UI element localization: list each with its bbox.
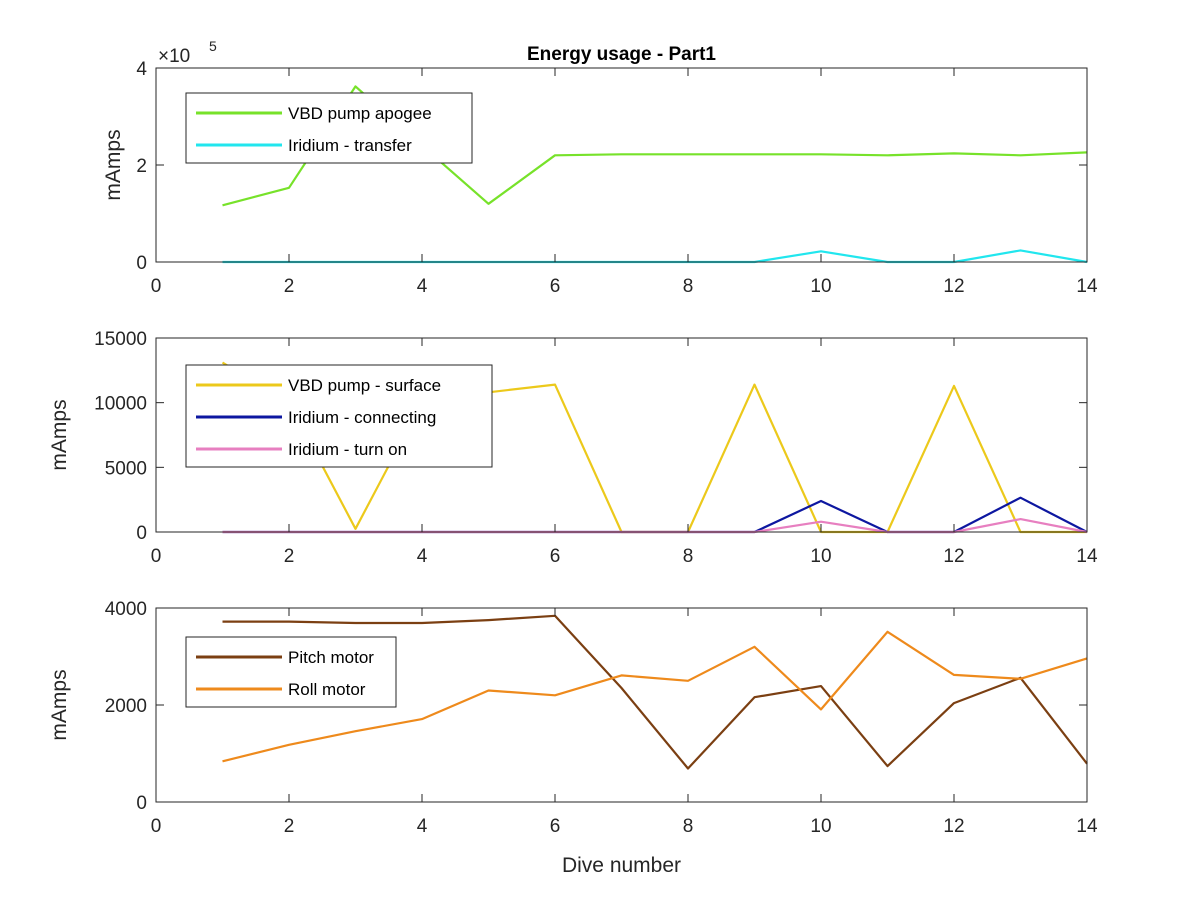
y-tick-label: 0 [136, 523, 147, 544]
x-tick-label: 2 [284, 816, 295, 837]
y-axis-label: mAmps [48, 669, 71, 740]
legend-label-2: Iridium - transfer [288, 136, 412, 155]
x-tick-label: 6 [550, 816, 561, 837]
y-tick-label: 5000 [105, 458, 147, 479]
legend: VBD pump - surface Iridium - connecting Ir… [185, 364, 493, 468]
y-tick-label: 10000 [94, 394, 147, 415]
legend: VBD pump apogee Iridium - transfer [185, 92, 473, 164]
series-line-2 [222, 630, 1088, 763]
x-tick-label: 4 [417, 546, 428, 567]
x-tick-label: 14 [1076, 816, 1098, 837]
x-tick-label: 12 [943, 276, 964, 297]
y-axis-label: mAmps [102, 129, 125, 200]
x-tick-label: 4 [417, 276, 428, 297]
legend-label-1: VBD pump apogee [288, 104, 432, 123]
x-tick-label: 6 [550, 546, 561, 567]
x-axis-label: Dive number [562, 854, 681, 877]
x-tick-label: 10 [810, 546, 831, 567]
y-tick-label: 0 [136, 793, 147, 814]
y-exponent-label: ×10 [158, 46, 190, 67]
x-tick-label: 0 [151, 546, 162, 567]
series-line-1 [222, 614, 1088, 770]
y-exponent-power: 5 [209, 38, 217, 54]
y-tick-label: 15000 [94, 329, 147, 350]
legend-box [185, 92, 473, 164]
legend-label-3: Iridium - turn on [288, 440, 407, 459]
x-tick-label: 8 [683, 546, 694, 567]
legend: Pitch motor Roll motor [185, 636, 397, 708]
y-axis-label: mAmps [48, 399, 71, 470]
x-tick-label: 2 [284, 546, 295, 567]
y-tick-label: 4000 [105, 599, 147, 620]
x-tick-label: 10 [810, 276, 831, 297]
chart-title: Energy usage - Part1 [527, 44, 716, 65]
x-tick-label: 14 [1076, 546, 1098, 567]
axes-box [155, 337, 1088, 533]
legend-box [185, 636, 397, 708]
y-tick-label: 4 [136, 59, 147, 80]
x-tick-label: 12 [943, 546, 964, 567]
x-tick-label: 2 [284, 276, 295, 297]
legend-label-1: VBD pump - surface [288, 376, 441, 395]
subplot-1: 0 2 4 6 8 10 12 14 0 2 4 mAmps Energy usage - Part1 ×… [102, 38, 1098, 297]
x-tick-label: 12 [943, 816, 964, 837]
subplot-3: 0 2 4 6 8 10 12 14 0 2000 4000 mAmps Dive number Pitc… [48, 599, 1098, 877]
legend-label-2: Iridium - connecting [288, 408, 436, 427]
y-tick-label: 2000 [105, 696, 147, 717]
x-tick-label: 0 [151, 816, 162, 837]
legend-label-2: Roll motor [288, 680, 366, 699]
x-tick-label: 4 [417, 816, 428, 837]
legend-label-1: Pitch motor [288, 648, 374, 667]
x-tick-label: 6 [550, 276, 561, 297]
y-tick-label: 2 [136, 156, 147, 177]
x-tick-label: 14 [1076, 276, 1098, 297]
x-tick-label: 8 [683, 276, 694, 297]
y-tick-label: 0 [136, 253, 147, 274]
x-tick-label: 8 [683, 816, 694, 837]
x-tick-label: 10 [810, 816, 831, 837]
subplot-2: 0 2 4 6 8 10 12 14 0 5000 10000 15000 mAmps VBD pump … [48, 329, 1098, 567]
x-tick-label: 0 [151, 276, 162, 297]
